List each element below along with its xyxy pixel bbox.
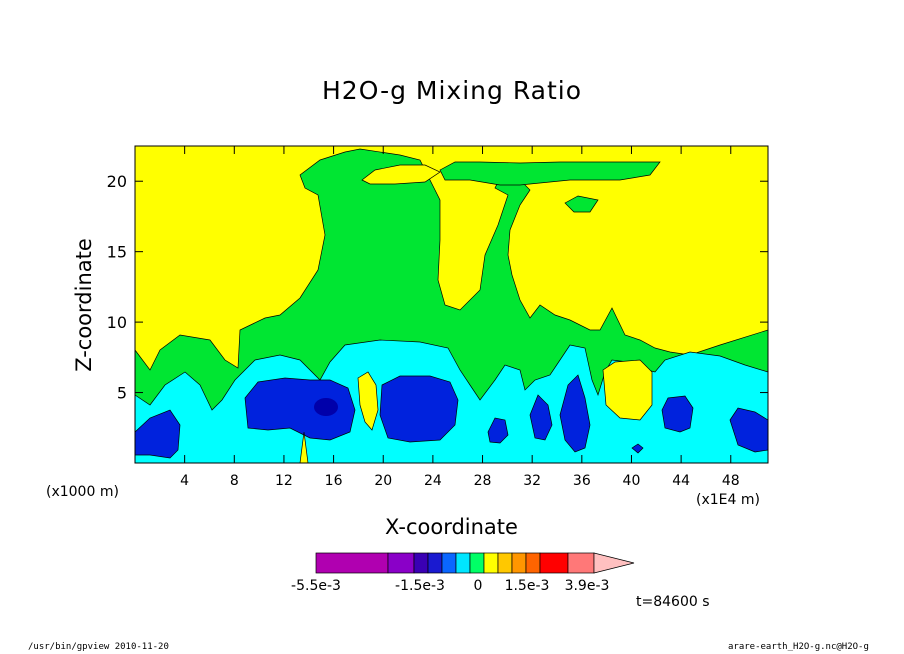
x-tick-label: 48 — [722, 473, 740, 489]
footer-source: arare-earth_H2O-g.nc@H2O-g — [728, 642, 869, 652]
x-unit-label: (x1000 m) — [46, 484, 119, 500]
colorbar-segment — [567, 552, 595, 574]
blue-cell-5 — [529, 394, 553, 441]
blue-cell-4 — [487, 417, 509, 444]
colorbar-segment — [539, 552, 569, 574]
y-tick-label: 20 — [107, 172, 127, 191]
blue-cell-3 — [379, 375, 459, 443]
x-tick-label: 20 — [374, 473, 392, 489]
colorbar-segment — [413, 552, 429, 574]
colorbar-segment — [525, 552, 541, 574]
colorbar-label: 0 — [474, 578, 483, 594]
colorbar-segment — [387, 552, 415, 574]
colorbar-label: 3.9e-3 — [565, 578, 610, 594]
chart-title: H2O-g Mixing Ratio — [321, 76, 583, 105]
blue-cell-8 — [729, 407, 768, 453]
colorbar-label: 1.5e-3 — [505, 578, 550, 594]
colorbar-segment — [315, 552, 389, 574]
colorbar-arrow — [593, 552, 635, 574]
x-tick-label: 36 — [573, 473, 591, 489]
x-tick-label: 4 — [180, 473, 189, 489]
plot-frame — [134, 145, 769, 464]
yellow-pocket-upper — [361, 164, 441, 185]
yellow-strip — [357, 371, 379, 431]
x-scale-label: (x1E4 m) — [696, 492, 760, 508]
green-plume-top — [439, 161, 661, 186]
colorbar: -5.5e-3 -1.5e-3 0 1.5e-3 3.9e-3 — [291, 552, 635, 594]
colorbar-segment — [497, 552, 513, 574]
x-tick-label: 8 — [230, 473, 239, 489]
colorbar-label: -1.5e-3 — [395, 578, 445, 594]
contour-fields — [135, 146, 768, 463]
colorbar-segment — [469, 552, 485, 574]
colorbar-label: -5.5e-3 — [291, 578, 341, 594]
x-tick-label: 12 — [275, 473, 293, 489]
x-tick-label: 28 — [474, 473, 492, 489]
y-tick-label: 5 — [117, 384, 127, 403]
footer-program: /usr/bin/gpview 2010-11-20 — [28, 642, 169, 652]
colorbar-segment — [441, 552, 457, 574]
y-tick-label: 15 — [107, 243, 127, 262]
colorbar-segment — [455, 552, 471, 574]
x-tick-label: 24 — [424, 473, 442, 489]
y-tick-label: 10 — [107, 313, 127, 332]
yellow-pocket-mid — [602, 359, 653, 421]
colorbar-segment — [427, 552, 443, 574]
x-tick-label: 32 — [523, 473, 541, 489]
blue-cell-2 — [244, 377, 356, 441]
time-label: t=84600 s — [636, 594, 710, 610]
blue-cell-9 — [631, 443, 644, 454]
blue-cell-1 — [135, 409, 181, 459]
yellow-spike — [299, 431, 309, 463]
dark-core — [314, 398, 338, 416]
blue-cell-6 — [559, 374, 591, 453]
colorbar-segment — [483, 552, 499, 574]
x-tick-label: 40 — [623, 473, 641, 489]
blue-cell-7 — [661, 395, 694, 433]
x-tick-label: 16 — [325, 473, 343, 489]
colorbar-segment — [511, 552, 527, 574]
x-tick-label: 44 — [672, 473, 690, 489]
green-blob-upper — [564, 195, 599, 213]
x-axis-label: X-coordinate — [385, 515, 518, 539]
